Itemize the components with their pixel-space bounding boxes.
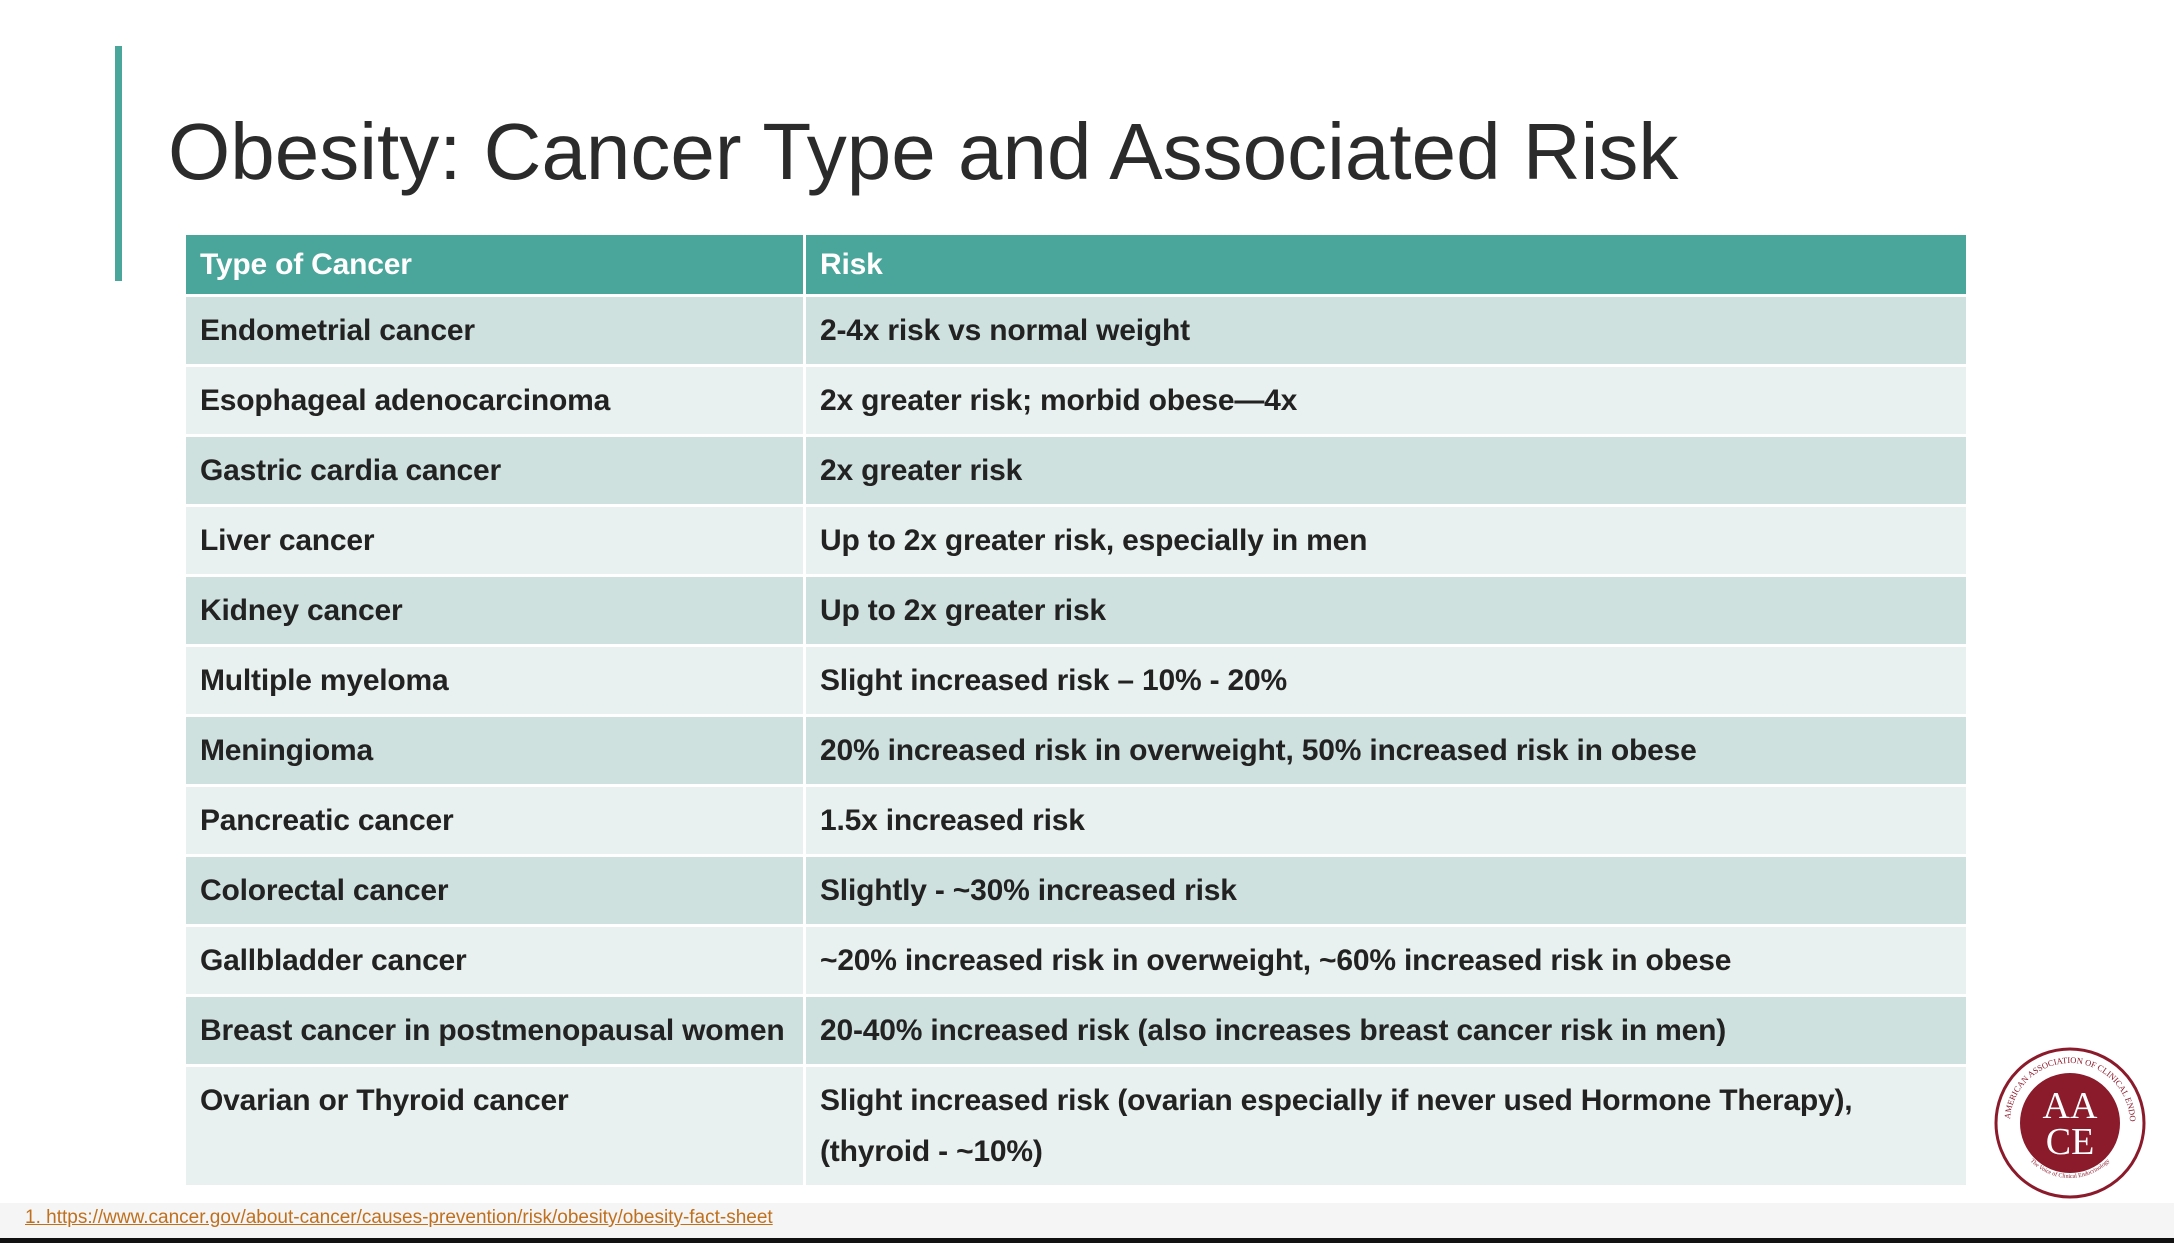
risk-cell: Slight increased risk – 10% - 20%: [803, 644, 1969, 717]
risk-cell: 2x greater risk; morbid obese—4x: [803, 364, 1969, 437]
cancer-type-cell: Liver cancer: [183, 504, 806, 577]
risk-cell: Slightly - ~30% increased risk: [803, 854, 1969, 927]
logo-letters: CE: [2046, 1121, 2095, 1163]
logo-letters: AA: [2043, 1085, 2098, 1127]
table-row: Esophageal adenocarcinoma 2x greater risk…: [183, 364, 1969, 437]
risk-cell: 2x greater risk: [803, 434, 1969, 507]
logo-disc: [2020, 1073, 2120, 1173]
risk-cell: Up to 2x greater risk, especially in men: [803, 504, 1969, 577]
cancer-type-cell: Endometrial cancer: [183, 294, 806, 367]
logo: AMERICAN ASSOCIATION OF CLINICAL ENDOCRI…: [1993, 1046, 2146, 1199]
risk-cell: 1.5x increased risk: [803, 784, 1969, 857]
risk-cell: Slight increased risk (ovarian especiall…: [803, 1064, 1969, 1188]
table-row: Multiple myeloma Slight increased risk – …: [183, 644, 1969, 717]
header-cell: Risk: [803, 232, 1969, 297]
table-row: Liver cancer Up to 2x greater risk, espec…: [183, 504, 1969, 577]
risk-table: Type of Cancer Risk Endometrial cancer 2-…: [183, 232, 1969, 1188]
cancer-type-cell: Kidney cancer: [183, 574, 806, 647]
table-row: Ovarian or Thyroid cancer Slight increase…: [183, 1064, 1969, 1188]
risk-cell: ~20% increased risk in overweight, ~60% …: [803, 924, 1969, 997]
cancer-type-cell: Meningioma: [183, 714, 806, 787]
table-row: Breast cancer in postmenopausal women 20-…: [183, 994, 1969, 1067]
table-row: Endometrial cancer 2-4x risk vs normal we…: [183, 294, 1969, 367]
cancer-type-cell: Pancreatic cancer: [183, 784, 806, 857]
table-row: Colorectal cancer Slightly - ~30% increas…: [183, 854, 1969, 927]
cancer-type-cell: Multiple myeloma: [183, 644, 806, 717]
footnote-link[interactable]: 1. https://www.cancer.gov/about-cancer/c…: [25, 1207, 773, 1228]
cancer-type-cell: Ovarian or Thyroid cancer: [183, 1064, 806, 1188]
table-row: Gastric cardia cancer 2x greater risk: [183, 434, 1969, 507]
header-row: Type of Cancer Risk: [183, 232, 1969, 297]
cancer-type-cell: Breast cancer in postmenopausal women: [183, 994, 806, 1067]
header-cell: Type of Cancer: [183, 232, 806, 297]
risk-cell: 20-40% increased risk (also increases br…: [803, 994, 1969, 1067]
risk-cell: 20% increased risk in overweight, 50% in…: [803, 714, 1969, 787]
bottom-bar: [0, 1238, 2174, 1243]
risk-cell: 2-4x risk vs normal weight: [803, 294, 1969, 367]
slide-title: Obesity: Cancer Type and Associated Risk: [168, 107, 1679, 196]
cancer-type-cell: Esophageal adenocarcinoma: [183, 364, 806, 437]
table-row: Kidney cancer Up to 2x greater risk: [183, 574, 1969, 647]
accent-bar: [115, 46, 122, 281]
table-row: Meningioma 20% increased risk in overweig…: [183, 714, 1969, 787]
risk-cell: Up to 2x greater risk: [803, 574, 1969, 647]
cancer-type-cell: Gastric cardia cancer: [183, 434, 806, 507]
table-body: Endometrial cancer 2-4x risk vs normal we…: [183, 294, 1969, 1188]
footer-band: [0, 1203, 2174, 1238]
cancer-type-cell: Colorectal cancer: [183, 854, 806, 927]
table-row: Gallbladder cancer ~20% increased risk in…: [183, 924, 1969, 997]
cancer-type-cell: Gallbladder cancer: [183, 924, 806, 997]
table-row: Pancreatic cancer 1.5x increased risk: [183, 784, 1969, 857]
